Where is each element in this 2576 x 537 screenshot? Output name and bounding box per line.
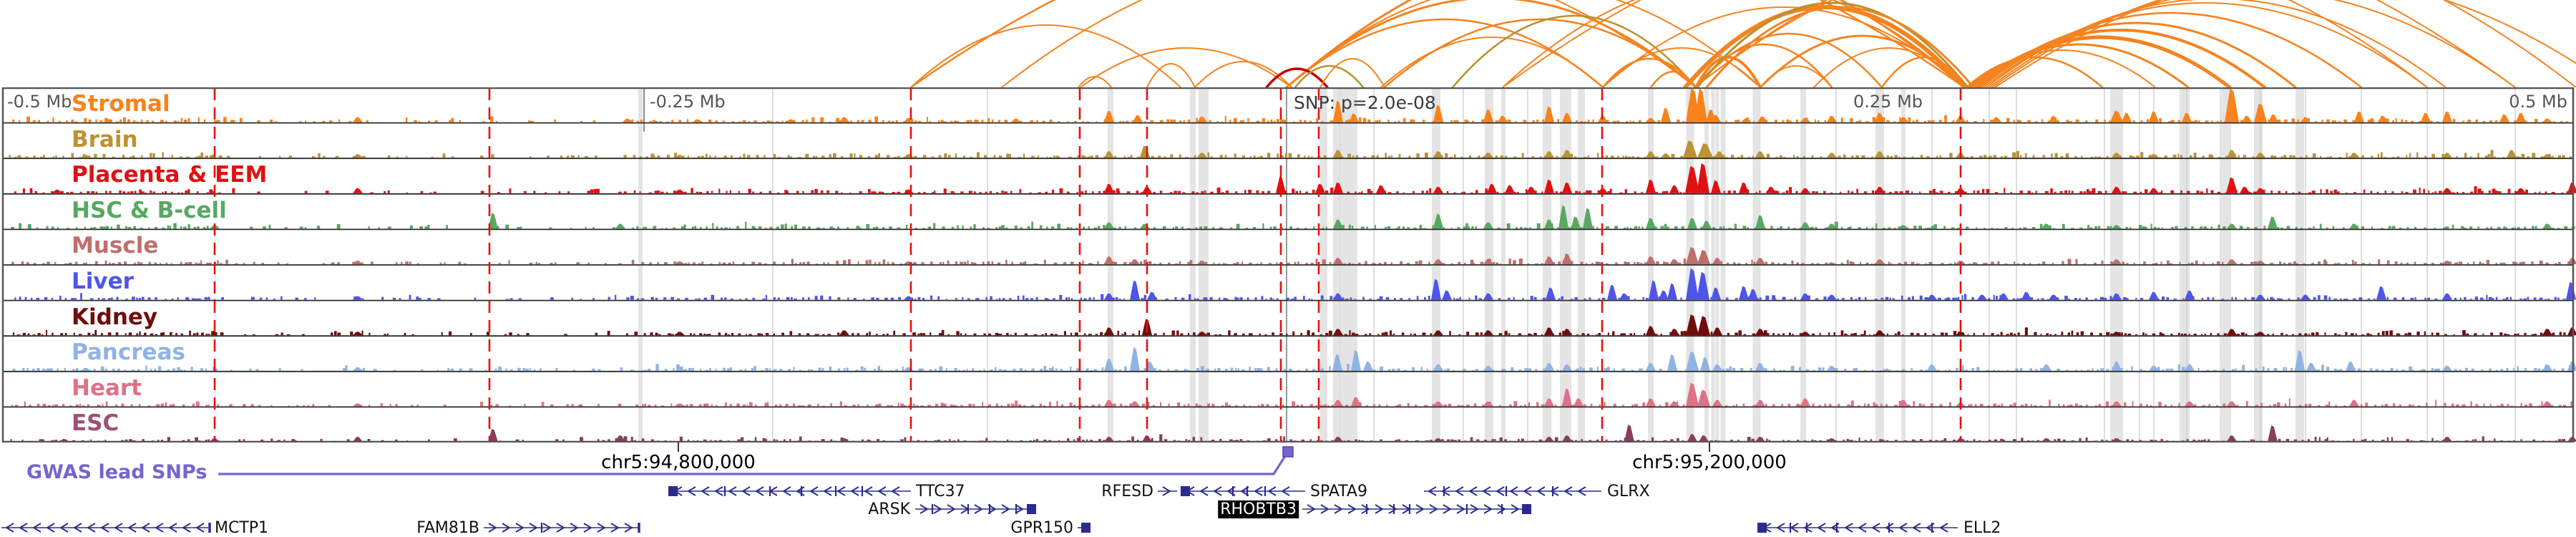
gene-label-rhobtb3[interactable]: RHOBTB3 [1218,500,1299,519]
gene-rfesd[interactable] [1158,486,1177,496]
gene-ell2[interactable] [1757,523,1958,533]
gene-ttc37[interactable] [668,486,911,496]
interaction-arc [1991,0,2576,87]
interaction-arc [1705,6,1975,87]
interaction-arc [1286,0,1761,87]
axis-label-minus-0.25mb: -0.25 Mb [650,92,726,112]
gene-arsk[interactable] [915,504,1036,514]
interaction-arc [1146,63,1196,87]
interaction-arc [1319,58,1385,87]
gene-rhobtb3[interactable] [1302,504,1531,514]
track-label-muscle: Muscle [72,233,159,259]
gwas-lead-snps-label: GWAS lead SNPs [26,461,208,483]
interaction-arc [1285,0,1697,87]
gene-annotation-layer [1,442,1958,533]
signal-track-brain [9,140,2572,158]
gene-label-fam81b[interactable]: FAM81B [416,519,479,537]
track-label-esc: ESC [72,410,119,437]
interaction-arc [1979,11,2363,87]
interaction-arc [1694,32,1883,87]
gene-spata9[interactable] [1181,486,1305,496]
track-label-brain: Brain [72,126,138,153]
interaction-arc [1294,64,1365,87]
signal-track-esc [10,425,2576,442]
interaction-arc [1194,61,1292,87]
interaction-arc [1880,56,1968,87]
interaction-arc [1989,0,2516,87]
interaction-arc [1696,1,1969,87]
signal-track-pancreas [12,347,2576,371]
track-label-placenta-eem: Placenta & EEM [72,162,268,188]
gene-gpr150[interactable] [1078,523,1091,533]
axis-label-minus-0.5mb: -0.5 Mb [7,92,72,112]
gene-mctp1[interactable] [1,523,211,533]
gene-label-arsk[interactable]: ARSK [868,500,910,518]
interaction-arc [1994,0,2163,87]
interaction-arc [1694,0,2428,87]
gene-fam81b[interactable] [484,523,640,533]
signal-tracks-layer [1,87,2576,442]
signal-track-heart [11,382,2574,407]
interaction-arc [1683,5,1966,87]
interaction-arc [1502,0,1965,87]
track-label-stromal: Stromal [72,91,170,117]
interaction-arc [1976,21,2297,87]
signal-track-kidney [12,314,2576,336]
axis-label-plus-0.25mb: 0.25 Mb [1853,92,1923,112]
axis-label-plus-0.5mb: 0.5 Mb [2509,92,2567,112]
signal-track-placenta-eem [14,163,2576,193]
interaction-arc [1502,0,2516,87]
signal-track-stromal [12,88,2569,122]
gene-label-mctp1[interactable]: MCTP1 [215,519,269,537]
gene-glrx[interactable] [1424,486,1601,496]
track-frame [1,87,2575,442]
gene-label-ell2[interactable]: ELL2 [1963,519,2001,537]
signal-track-muscle [11,247,2576,264]
interaction-arc [1451,14,1697,87]
genomic-position-label-right: chr5:95,200,000 [1632,452,1787,473]
interaction-arc [1813,47,1965,87]
snp-pvalue-label: SNP: p=2.0e-08 [1294,92,1436,113]
gene-label-rfesd[interactable]: RFESD [1101,483,1153,500]
interaction-arcs-layer [909,0,2576,87]
gwas-lead-snp-marker[interactable] [1282,446,1294,458]
track-label-hsc-b-cell: HSC & B-cell [72,197,227,223]
track-label-kidney: Kidney [72,304,158,330]
interaction-arc [1986,0,2446,87]
interaction-arc [910,24,1181,87]
interaction-arc [1380,37,1604,87]
gene-label-spata9[interactable]: SPATA9 [1310,483,1367,500]
gene-label-gpr150[interactable]: GPR150 [1010,519,1073,537]
interaction-arc [1383,18,1697,87]
signal-track-hsc-b-cell [11,205,2575,229]
track-label-liver: Liver [72,268,134,294]
signal-track-liver [14,268,2576,300]
gene-label-ttc37[interactable]: TTC37 [916,483,965,500]
interaction-arc [1265,67,1329,87]
genomic-position-label-left: chr5:94,800,000 [601,452,756,473]
track-label-heart: Heart [72,374,142,401]
track-label-pancreas: Pancreas [72,339,185,366]
gene-label-glrx[interactable]: GLRX [1607,483,1650,500]
gwas-snp-connector [218,455,1287,475]
interaction-arc [1080,47,1292,87]
